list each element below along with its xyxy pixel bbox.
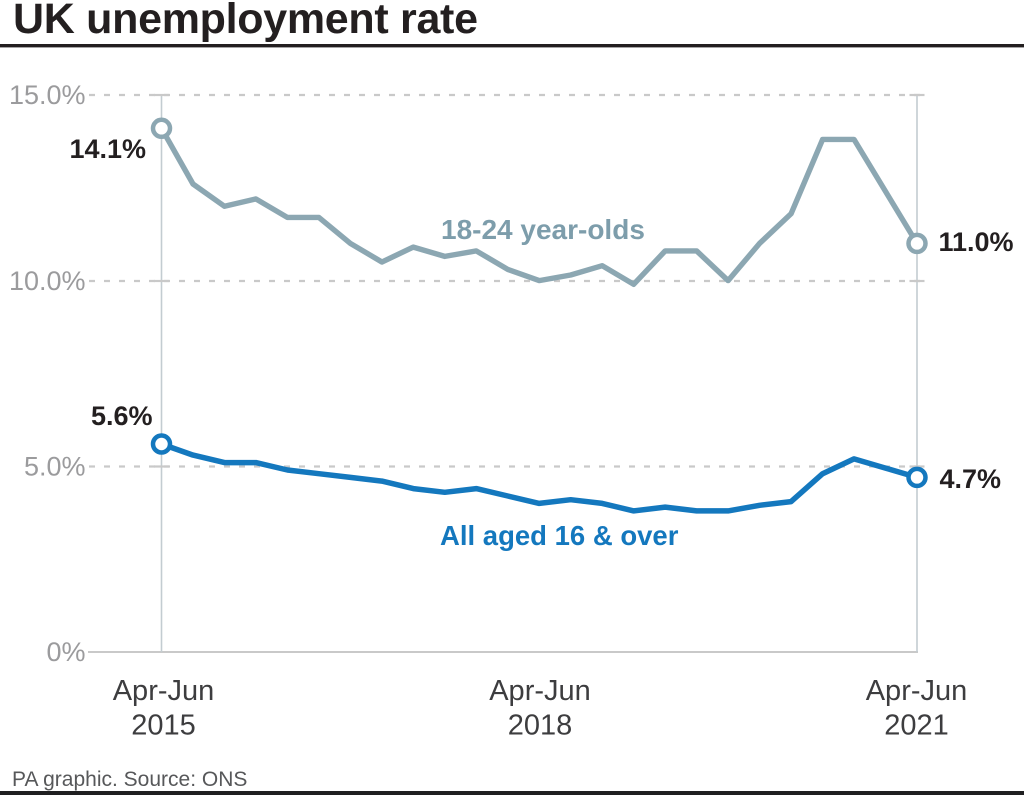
- svg-text:15.0%: 15.0%: [9, 80, 86, 110]
- svg-text:Apr-Jun: Apr-Jun: [489, 675, 591, 707]
- svg-text:5.0%: 5.0%: [24, 452, 86, 482]
- svg-text:2015: 2015: [131, 710, 196, 742]
- svg-text:Apr-Jun: Apr-Jun: [113, 675, 215, 707]
- svg-text:2018: 2018: [508, 710, 573, 742]
- svg-text:0%: 0%: [46, 637, 85, 667]
- svg-text:2021: 2021: [884, 710, 949, 742]
- svg-text:4.7%: 4.7%: [940, 464, 1002, 494]
- svg-text:Apr-Jun: Apr-Jun: [866, 675, 968, 707]
- svg-text:14.1%: 14.1%: [69, 134, 146, 164]
- svg-text:11.0%: 11.0%: [939, 227, 1014, 257]
- svg-text:5.6%: 5.6%: [91, 401, 153, 431]
- svg-text:UK unemployment rate: UK unemployment rate: [13, 0, 478, 43]
- svg-text:10.0%: 10.0%: [9, 266, 86, 296]
- svg-text:PA graphic. Source: ONS: PA graphic. Source: ONS: [12, 768, 247, 791]
- svg-text:18-24 year-olds: 18-24 year-olds: [441, 214, 645, 245]
- svg-text:All aged 16 & over: All aged 16 & over: [440, 520, 679, 551]
